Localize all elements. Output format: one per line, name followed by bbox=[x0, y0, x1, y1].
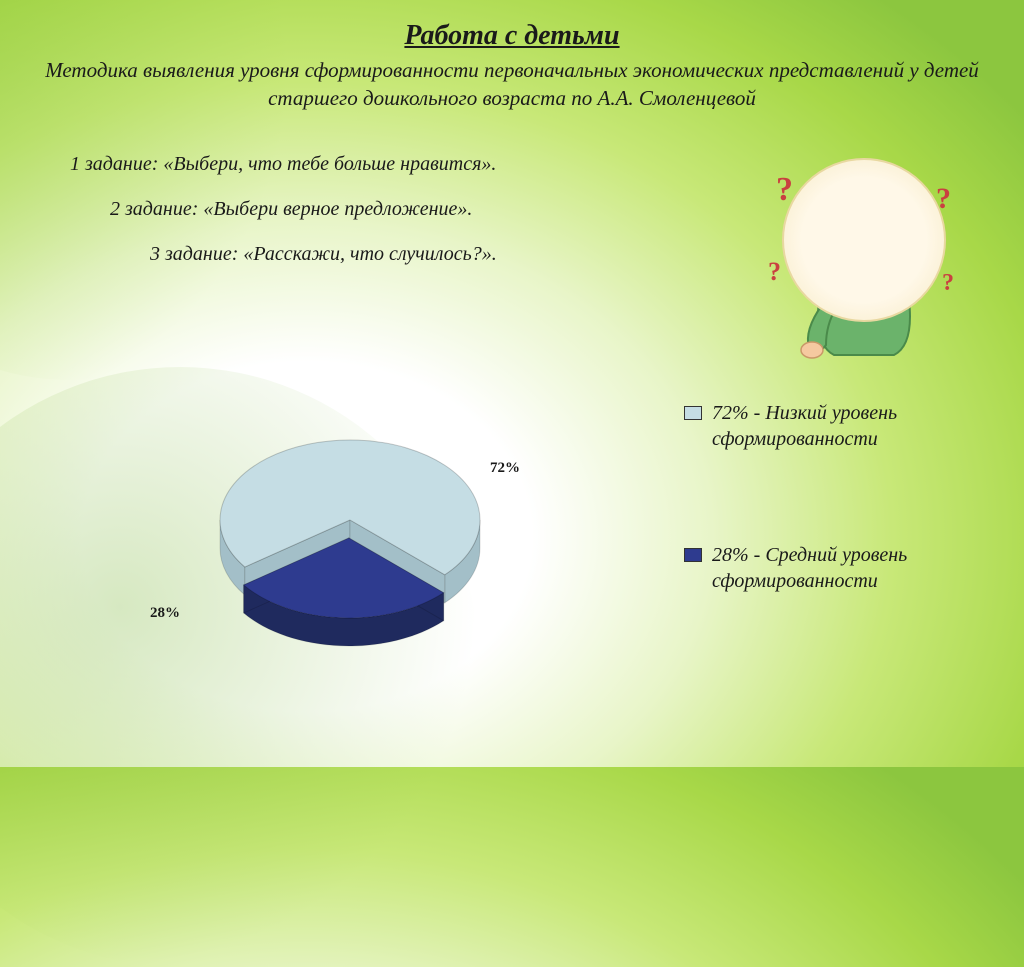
legend-item: 28% - Средний уровень сформированности bbox=[684, 542, 984, 594]
page-title: Работа с детьми bbox=[40, 20, 984, 52]
legend-swatch bbox=[684, 548, 702, 562]
legend-swatch bbox=[684, 406, 702, 420]
legend-item: 72% - Низкий уровень сформированности bbox=[684, 400, 984, 452]
question-mark-icon: ? bbox=[768, 257, 781, 286]
legend-label: 72% - Низкий уровень сформированности bbox=[712, 400, 984, 452]
pie-chart: 72% 28% bbox=[180, 390, 500, 690]
task-item: 1 задание: «Выбери, что тебе больше нрав… bbox=[70, 153, 630, 176]
page-subtitle: Методика выявления уровня сформированнос… bbox=[40, 56, 984, 113]
pie-slice-label: 28% bbox=[150, 605, 180, 622]
tasks-list: 1 задание: «Выбери, что тебе больше нрав… bbox=[70, 153, 630, 266]
legend-label: 28% - Средний уровень сформированности bbox=[712, 542, 984, 594]
illustration-background-circle bbox=[782, 158, 946, 322]
task-item: 3 задание: «Расскажи, что случилось?». bbox=[150, 243, 630, 266]
pie-chart-svg bbox=[180, 390, 500, 690]
pie-slice-label: 72% bbox=[490, 460, 520, 477]
title-block: Работа с детьми Методика выявления уровн… bbox=[40, 20, 984, 113]
slide-content: Работа с детьми Методика выявления уровн… bbox=[0, 0, 1024, 767]
question-mark-icon: ? bbox=[942, 270, 954, 296]
child-illustration: ? ? ? ? bbox=[764, 150, 964, 360]
child-hand bbox=[801, 342, 823, 358]
task-item: 2 задание: «Выбери верное предложение». bbox=[110, 198, 630, 221]
chart-legend: 72% - Низкий уровень сформированности 28… bbox=[684, 400, 984, 684]
